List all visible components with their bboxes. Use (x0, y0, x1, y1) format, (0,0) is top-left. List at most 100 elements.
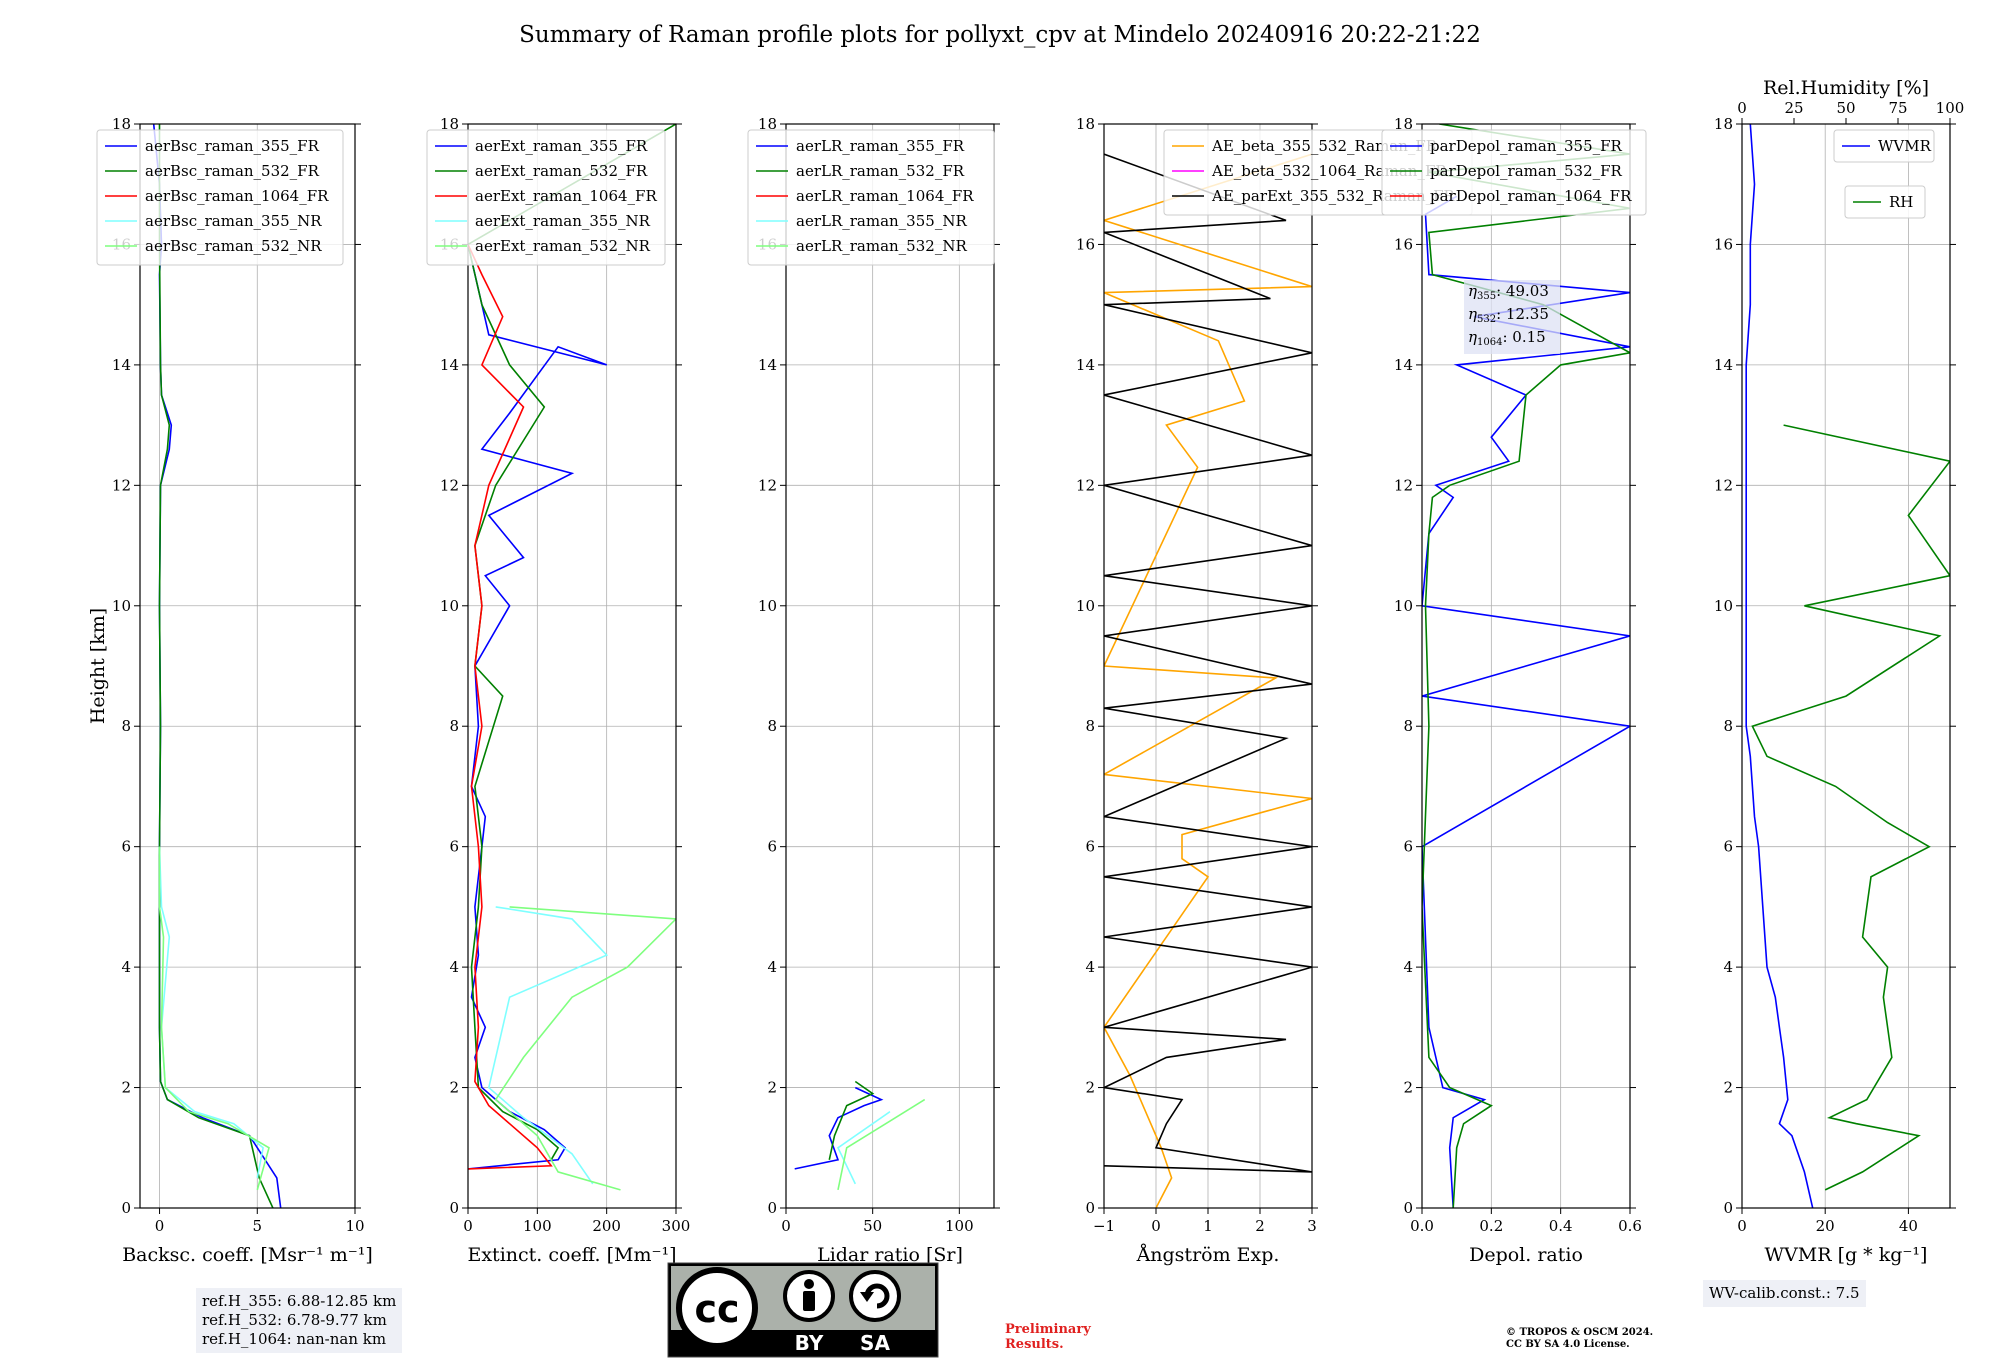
top-x-tick-label: 100 (1936, 99, 1965, 117)
x-tick-label: 50 (863, 1217, 882, 1235)
y-tick-label: 12 (758, 476, 777, 494)
legend-label: AE_beta_355_532_Raman_FR (1211, 137, 1438, 155)
copyright-note: © TROPOS & OSCM 2024. CC BY SA 4.0 Licen… (1506, 1327, 1653, 1351)
x-axis-label: Lidar ratio [Sr] (817, 1244, 963, 1266)
x-tick-label: 100 (523, 1217, 552, 1235)
panel-1: 0246810121416180510Backsc. coeff. [Msr⁻¹… (87, 115, 373, 1266)
x-tick-label: 10 (345, 1217, 364, 1235)
top-x-tick-label: 75 (1888, 99, 1907, 117)
x-tick-label: 5 (252, 1217, 262, 1235)
panel-2: 0246810121416180100200300Extinct. coeff.… (426, 115, 691, 1266)
series-line-aerLR_raman_532_NR (837, 1098, 926, 1191)
legend-label: aerExt_raman_532_FR (475, 162, 648, 180)
legend-label: aerBsc_raman_532_FR (145, 162, 320, 180)
y-tick-label: 14 (1394, 356, 1413, 374)
y-tick-label: 10 (1076, 597, 1095, 615)
x-tick-label: −1 (1093, 1217, 1115, 1235)
y-tick-label: 14 (1076, 356, 1095, 374)
y-tick-label: 12 (1076, 476, 1095, 494)
top-x-tick-label: 0 (1737, 99, 1747, 117)
legend-box (1844, 185, 1926, 219)
y-tick-label: 4 (767, 958, 777, 976)
y-tick-label: 8 (1723, 717, 1733, 735)
legend-label: aerExt_raman_355_NR (475, 212, 651, 230)
y-tick-label: 18 (758, 115, 777, 133)
legend-label: parDepol_raman_532_FR (1430, 162, 1623, 180)
series-line-aerBsc_raman_355_FR (152, 124, 282, 1208)
y-tick-label: 8 (449, 717, 459, 735)
y-tick-label: 2 (121, 1079, 131, 1097)
series-line-aerLR_raman_355_FR (794, 1086, 884, 1170)
y-tick-label: 12 (1714, 476, 1733, 494)
annotation-box (1464, 280, 1560, 354)
reference-height-box: ref.H_355: 6.88-12.85 km ref.H_532: 6.78… (196, 1288, 403, 1353)
legend-label: RH (1889, 193, 1913, 211)
y-tick-label: 18 (1076, 115, 1095, 133)
series-line-WVMR (1745, 124, 1814, 1208)
series-line-aerExt_raman_532_FR (468, 124, 676, 1161)
x-tick-label: 0 (463, 1217, 473, 1235)
y-tick-label: 8 (767, 717, 777, 735)
y-tick-label: 2 (449, 1079, 459, 1097)
y-tick-label: 0 (1723, 1199, 1733, 1217)
x-tick-label: 0 (1737, 1217, 1747, 1235)
y-tick-label: 6 (1085, 838, 1095, 856)
legend-label: aerLR_raman_1064_FR (796, 187, 974, 205)
y-tick-label: 6 (1403, 838, 1413, 856)
y-tick-label: 0 (767, 1199, 777, 1217)
y-tick-label: 0 (121, 1199, 131, 1217)
legend-label: aerExt_raman_355_FR (475, 137, 648, 155)
legend-box (1833, 129, 1935, 163)
series-line-aerExt_raman_532_NR (494, 906, 676, 1191)
panel-frame (467, 123, 677, 1209)
y-tick-label: 18 (440, 115, 459, 133)
x-axis-label: Backsc. coeff. [Msr⁻¹ m⁻¹] (122, 1244, 373, 1266)
series-line-aerLR_raman_355_NR (836, 1110, 891, 1185)
y-tick-label: 18 (112, 115, 131, 133)
x-tick-label: 300 (662, 1217, 691, 1235)
y-tick-label: 14 (758, 356, 777, 374)
y-tick-label: 4 (1085, 958, 1095, 976)
legend-label: aerBsc_raman_355_NR (145, 212, 322, 230)
legend-label: aerLR_raman_355_FR (796, 137, 965, 155)
y-tick-label: 2 (1403, 1079, 1413, 1097)
cc-logo-text: cc (694, 1287, 739, 1331)
series-line-aerExt_raman_355_NR (487, 906, 609, 1185)
y-tick-label: 2 (1085, 1079, 1095, 1097)
y-tick-label: 18 (1394, 115, 1413, 133)
y-tick-label: 12 (112, 476, 131, 494)
preliminary-line-2: Results. (1005, 1337, 1064, 1352)
legend-label: aerBsc_raman_355_FR (145, 137, 320, 155)
preliminary-line-1: Preliminary (1005, 1322, 1091, 1337)
legend-label: WVMR (1878, 137, 1932, 155)
y-tick-label: 8 (1403, 717, 1413, 735)
y-tick-label: 10 (1714, 597, 1733, 615)
legend-box (426, 129, 666, 266)
x-tick-label: 0.2 (1479, 1217, 1503, 1235)
eta-annotation: η532: 12.35 (1468, 305, 1549, 325)
y-tick-label: 0 (449, 1199, 459, 1217)
ref-height-355: ref.H_355: 6.88-12.85 km (202, 1292, 397, 1310)
series-line-AE_beta_355_532_Raman_FR (1104, 153, 1312, 1208)
y-tick-label: 10 (112, 597, 131, 615)
copyright-line-2: CC BY SA 4.0 License. (1506, 1339, 1630, 1350)
series-line-aerBsc_raman_532_NR (158, 846, 270, 1191)
x-axis-label: WVMR [g * kg⁻¹] (1765, 1244, 1928, 1266)
y-tick-label: 10 (1394, 597, 1413, 615)
y-tick-label: 6 (449, 838, 459, 856)
cc-by-label: BY (795, 1331, 824, 1355)
top-axis-label: Rel.Humidity [%] (1763, 77, 1929, 99)
preliminary-note: Preliminary Results. (1005, 1322, 1091, 1352)
panel-frame (139, 123, 356, 1209)
y-tick-label: 18 (1714, 115, 1733, 133)
top-x-tick-label: 50 (1836, 99, 1855, 117)
eta-annotation: η355: 49.03 (1468, 282, 1549, 302)
x-tick-label: 0.4 (1549, 1217, 1573, 1235)
legend-box (1381, 129, 1647, 216)
x-tick-label: 2 (1255, 1217, 1265, 1235)
panel-5: 0 2 4 6 8 10 12 14 16 18 0.0 0.2 0.4 0.6 Depol. ratio p… (1381, 115, 1647, 1266)
page-title: Summary of Raman profile plots for polly… (519, 22, 1481, 48)
x-tick-label: 0 (781, 1217, 791, 1235)
